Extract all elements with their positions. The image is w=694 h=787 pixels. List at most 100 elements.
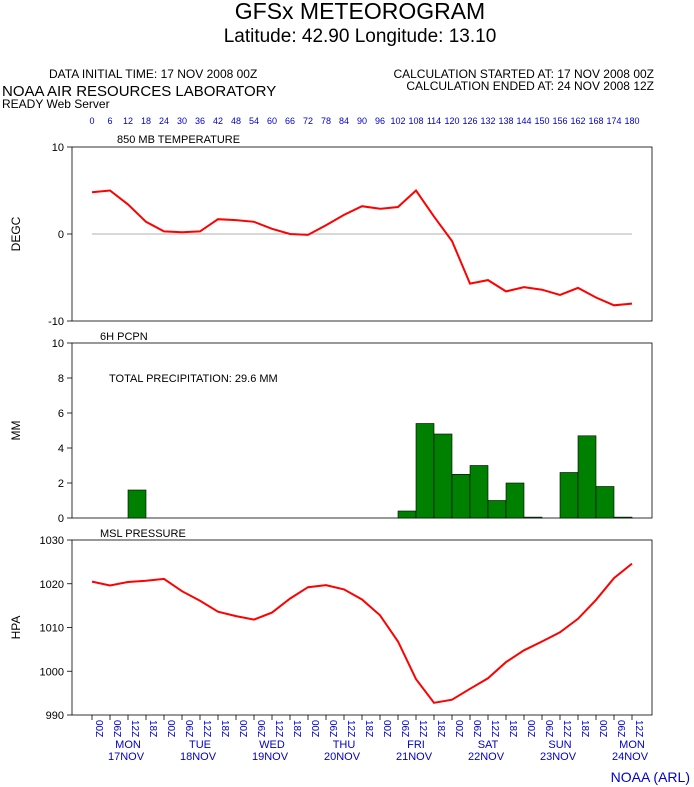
forecast-hour-label: 168 (588, 116, 603, 126)
forecast-hour-label: 102 (390, 116, 405, 126)
hour-label: 06Z (543, 720, 554, 737)
hour-label: 00Z (525, 720, 536, 737)
panel-title: 6H PCPN (100, 331, 148, 343)
forecast-hour-label: 36 (195, 116, 205, 126)
hour-label: 00Z (381, 720, 392, 737)
precip-bar (577, 435, 597, 519)
forecast-hour-label: 120 (444, 116, 459, 126)
forecast-hour-label: 144 (516, 116, 531, 126)
forecast-hour-label: 60 (267, 116, 277, 126)
precip-bar (613, 516, 633, 519)
y-tick-label: 990 (46, 710, 64, 722)
chart-subtitle: Latitude: 42.90 Longitude: 13.10 (224, 26, 497, 47)
forecast-hour-label: 114 (427, 116, 441, 126)
date-label: 17NOV (108, 751, 145, 763)
forecast-hour-label: 180 (624, 116, 639, 126)
date-label: 24NOV (612, 751, 649, 763)
forecast-hour-label: 24 (159, 116, 169, 126)
hour-label: 18Z (363, 720, 374, 737)
forecast-hour-label: 132 (480, 116, 495, 126)
y-tick-label: 1020 (40, 579, 64, 591)
hour-label: 12Z (129, 720, 140, 737)
forecast-hour-label: 18 (141, 116, 151, 126)
hour-label: 12Z (633, 720, 644, 737)
precip-bar (559, 472, 579, 519)
date-label: 20NOV (324, 751, 361, 763)
y-tick-label: 1030 (40, 535, 64, 547)
forecast-hour-label: 6 (107, 116, 112, 126)
hour-label: 12Z (489, 720, 500, 737)
hour-label: 18Z (147, 720, 158, 737)
hour-label: 12Z (417, 720, 428, 737)
hour-label: 00Z (93, 720, 104, 737)
calc-ended: CALCULATION ENDED AT: 24 NOV 2008 12Z (406, 79, 654, 93)
forecast-hour-axis: 0 6 12 18 24 30 36 42 48 54 60 66 72 78 84 90 96 102 108 11… (89, 116, 639, 126)
y-tick-label: 8 (58, 373, 64, 385)
hour-label: 12Z (201, 720, 212, 737)
forecast-hour-label: 66 (285, 116, 295, 126)
y-tick-label: 6 (58, 408, 64, 420)
noaa-credit: NOAA (ARL) (611, 769, 690, 785)
hour-label: 00Z (597, 720, 608, 737)
forecast-hour-label: 0 (89, 116, 94, 126)
series-line (91, 188, 633, 307)
y-axis-label: MM (9, 421, 23, 441)
panel-3: MSL PRESSURE HPA 1030 1020 1010 1000 990 (9, 528, 653, 722)
series-line (91, 562, 633, 704)
precip-bar (469, 465, 489, 519)
calc-started: CALCULATION STARTED AT: 17 NOV 2008 00Z (393, 67, 654, 81)
forecast-hour-label: 162 (570, 116, 585, 126)
hour-label: 00Z (453, 720, 464, 737)
precip-bar (595, 486, 615, 519)
y-tick-label: 0 (58, 513, 64, 525)
panel-2: 6H PCPN MM 10 8 6 4 2 0 TOTAL PRECIPITATION: 29.… (9, 331, 653, 525)
precip-bar (415, 423, 435, 519)
server-name: READY Web Server (2, 97, 110, 111)
hour-label: 00Z (237, 720, 248, 737)
hour-label: 12Z (345, 720, 356, 737)
y-tick-label: 2 (58, 478, 64, 490)
y-tick-label: -10 (48, 316, 64, 328)
forecast-hour-label: 126 (462, 116, 477, 126)
y-tick-label: 4 (58, 443, 64, 455)
hour-label: 12Z (273, 720, 284, 737)
day-label: WED (259, 739, 285, 751)
hour-label: 18Z (291, 720, 302, 737)
forecast-hour-label: 84 (339, 116, 349, 126)
hour-label: 06Z (399, 720, 410, 737)
panel-title: 850 MB TEMPERATURE (117, 134, 240, 146)
date-label: 18NOV (180, 751, 217, 763)
hour-label: 06Z (255, 720, 266, 737)
forecast-hour-label: 96 (375, 116, 385, 126)
forecast-hour-label: 156 (552, 116, 567, 126)
y-axis-label: DEGC (9, 216, 23, 251)
total-precipitation-label: TOTAL PRECIPITATION: 29.6 MM (109, 373, 278, 385)
precip-bar (127, 489, 147, 519)
forecast-hour-label: 30 (177, 116, 187, 126)
hour-label: 06Z (615, 720, 626, 737)
precip-bar (451, 473, 471, 519)
hour-label: 06Z (111, 720, 122, 737)
precip-bar (433, 433, 453, 519)
forecast-hour-label: 42 (213, 116, 223, 126)
forecast-hour-label: 138 (498, 116, 513, 126)
day-label: THU (333, 739, 356, 751)
precip-bar (397, 510, 417, 519)
hour-label: 18Z (435, 720, 446, 737)
hour-label: 06Z (327, 720, 338, 737)
forecast-hour-label: 78 (321, 116, 331, 126)
date-label: 23NOV (540, 751, 577, 763)
day-label: MON (619, 739, 645, 751)
y-tick-label: 1010 (40, 623, 64, 635)
forecast-hour-label: 12 (123, 116, 133, 126)
hour-label: 18Z (219, 720, 230, 737)
precip-bar (505, 482, 525, 519)
forecast-hour-label: 174 (606, 116, 621, 126)
forecast-hour-label: 150 (534, 116, 549, 126)
y-tick-label: 1000 (40, 666, 64, 678)
panel-1: 850 MB TEMPERATURE DEGC 10 0 -10 (9, 134, 653, 328)
date-label: 22NOV (468, 751, 505, 763)
hour-label: 06Z (183, 720, 194, 737)
